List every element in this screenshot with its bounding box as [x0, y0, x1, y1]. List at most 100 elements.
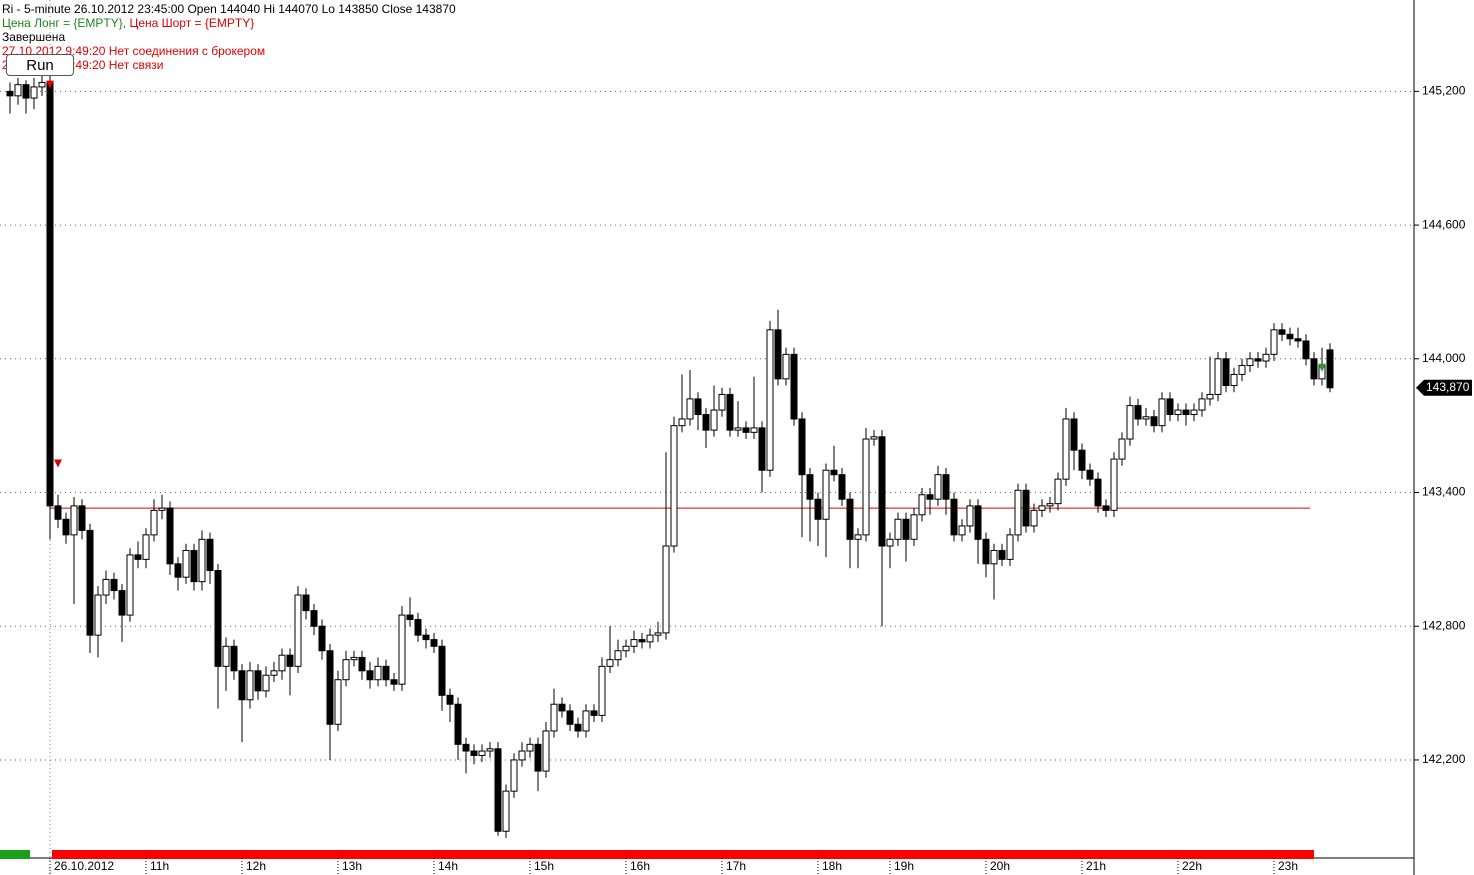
header-title: Ri - 5-minute 26.10.2012 23:45:00 Open 1…	[2, 2, 456, 16]
candle-body	[726, 393, 734, 431]
signal-marker	[46, 80, 54, 89]
candle-body	[198, 538, 206, 583]
candle-body	[206, 538, 214, 572]
candle-body	[1326, 349, 1334, 389]
candle-body	[934, 474, 942, 500]
candle-body	[86, 529, 94, 636]
candle-body	[1110, 458, 1118, 511]
candle-body	[598, 665, 606, 716]
candle-body	[1310, 358, 1318, 380]
candle-body	[710, 409, 718, 431]
short-price: Цена Шорт = {EMPTY}	[129, 16, 255, 30]
candle-body	[1078, 449, 1086, 471]
run-button[interactable]: Run	[6, 54, 74, 76]
candle-body	[574, 723, 582, 732]
candle-body	[822, 469, 830, 520]
candle-body	[302, 594, 310, 612]
candle-body	[942, 474, 950, 500]
candle-body	[670, 425, 678, 547]
candle-body	[1134, 405, 1142, 420]
candle-body	[1038, 505, 1046, 511]
candle-body	[1118, 438, 1126, 460]
signal-marker	[54, 459, 62, 468]
candle-body	[846, 498, 854, 540]
candle-body	[286, 654, 294, 667]
candle-body	[814, 498, 822, 520]
candle-body	[1286, 333, 1294, 340]
candle-body	[118, 590, 126, 616]
last-price-box	[1416, 379, 1472, 396]
candle-body	[542, 730, 550, 772]
candle-body	[70, 505, 78, 536]
candle-body	[1054, 478, 1062, 505]
candle-body	[766, 329, 774, 471]
candle-body	[350, 656, 358, 661]
candle-body	[662, 545, 670, 634]
candle-body	[758, 427, 766, 471]
candle-body	[1102, 505, 1110, 511]
header-prices: Цена Лонг = {EMPTY}, Цена Шорт = {EMPTY}	[2, 16, 254, 30]
candle-body	[134, 554, 142, 560]
x-tick-label: 17h	[726, 859, 746, 873]
x-tick-label: 11h	[150, 859, 169, 873]
candle-body	[1126, 405, 1134, 440]
candle-body	[230, 645, 238, 672]
candle-body	[342, 659, 350, 681]
candle-body	[1094, 478, 1102, 507]
candle-body	[158, 507, 166, 511]
candle-body	[94, 594, 102, 636]
signal-marker	[1318, 363, 1326, 372]
candle-body	[982, 538, 990, 565]
candle-body	[398, 614, 406, 685]
candle-body	[1014, 489, 1022, 536]
x-tick-label: 16h	[630, 859, 650, 873]
candle-body	[1294, 338, 1302, 342]
candle-body	[1174, 409, 1182, 416]
x-tick-label: 12h	[246, 859, 266, 873]
candle-body	[1302, 340, 1310, 360]
candle-body	[830, 469, 838, 476]
candle-body	[1182, 409, 1190, 416]
candle-body	[126, 554, 134, 616]
candle-body	[910, 514, 918, 540]
candle-body	[366, 670, 374, 681]
candle-body	[1022, 489, 1030, 527]
candle-body	[262, 674, 270, 692]
y-tick-label: 142,200	[1422, 752, 1466, 766]
candle-body	[782, 353, 790, 380]
candle-body	[622, 645, 630, 652]
candle-body	[974, 505, 982, 540]
candle-body	[22, 84, 30, 99]
candle-body	[742, 427, 750, 433]
x-tick-label: 13h	[342, 859, 362, 873]
candle-body	[294, 594, 302, 667]
candle-body	[374, 665, 382, 681]
candle-body	[1214, 358, 1222, 395]
candle-body	[182, 549, 190, 578]
candle-body	[958, 525, 966, 536]
candle-body	[462, 743, 470, 752]
candle-body	[470, 750, 478, 756]
x-tick-label: 18h	[822, 859, 842, 873]
x-tick-label: 26.10.2012	[54, 859, 114, 873]
candle-body	[326, 650, 334, 725]
candle-body	[678, 418, 686, 427]
candle-body	[686, 398, 694, 420]
candle-body	[422, 634, 430, 641]
candle-body	[862, 438, 870, 536]
candle-body	[6, 90, 14, 97]
candle-body	[1246, 358, 1254, 366]
candle-body	[1006, 534, 1014, 560]
candle-body	[310, 610, 318, 627]
candle-body	[142, 534, 150, 560]
candle-body	[614, 650, 622, 661]
candle-body	[582, 710, 590, 732]
candle-body	[694, 398, 702, 416]
candle-body	[78, 505, 86, 531]
candle-body	[774, 329, 782, 380]
candle-body	[718, 393, 726, 411]
candle-body	[966, 505, 974, 527]
candle-body	[918, 494, 926, 516]
candle-body	[854, 534, 862, 540]
